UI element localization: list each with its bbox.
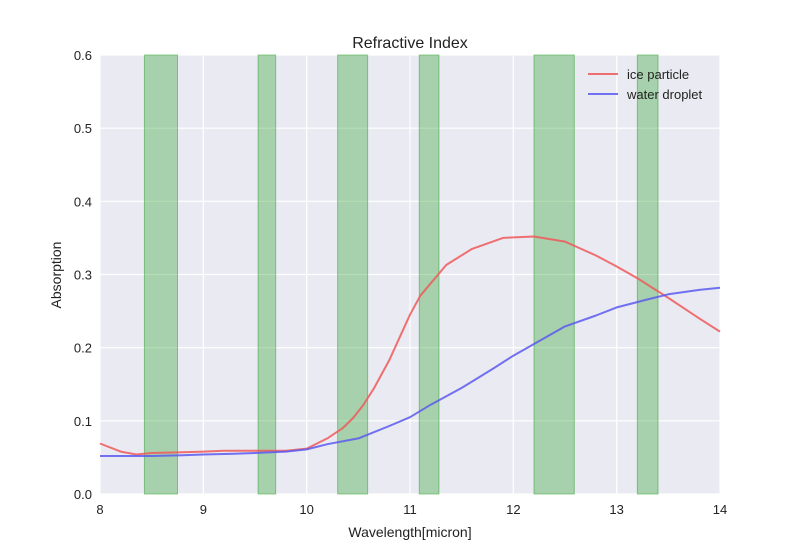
y-tick-label: 0.1	[74, 414, 92, 429]
y-tick-label: 0.0	[74, 487, 92, 502]
y-tick-label: 0.5	[74, 121, 92, 136]
y-tick-label: 0.3	[74, 268, 92, 283]
band-6	[636, 54, 659, 495]
y-tick-labels: 0.0 0.1 0.2 0.3 0.4 0.5 0.6	[74, 48, 92, 502]
y-tick-label: 0.4	[74, 194, 92, 209]
band-5	[533, 54, 575, 495]
x-tick-label: 8	[96, 502, 103, 517]
y-axis-label: Absorption	[48, 242, 64, 309]
x-tick-label: 14	[713, 502, 727, 517]
y-tick-label: 0.6	[74, 48, 92, 63]
series-line-water-droplet	[100, 286, 721, 457]
grid-lines	[99, 54, 721, 495]
x-tick-label: 12	[506, 502, 520, 517]
chart-title: Refractive Index	[352, 35, 468, 52]
x-tick-label: 11	[403, 502, 417, 517]
x-tick-labels: 8 9 10 11 12 13 14	[96, 502, 727, 517]
legend: ice particle water droplet	[588, 67, 703, 102]
band-1	[143, 54, 178, 495]
legend-label-water-droplet: water droplet	[626, 87, 703, 102]
band-3	[337, 54, 369, 495]
band-2	[257, 54, 277, 495]
x-tick-label: 10	[299, 502, 313, 517]
x-tick-label: 9	[200, 502, 207, 517]
wavelength-bands	[143, 54, 659, 495]
series-lines	[99, 235, 721, 457]
x-tick-label: 13	[609, 502, 623, 517]
y-tick-label: 0.2	[74, 341, 92, 356]
band-4	[418, 54, 440, 495]
legend-label-ice-particle: ice particle	[627, 67, 689, 82]
x-axis-label: Wavelength[micron]	[348, 524, 471, 540]
series-line-ice-particle	[99, 235, 721, 456]
